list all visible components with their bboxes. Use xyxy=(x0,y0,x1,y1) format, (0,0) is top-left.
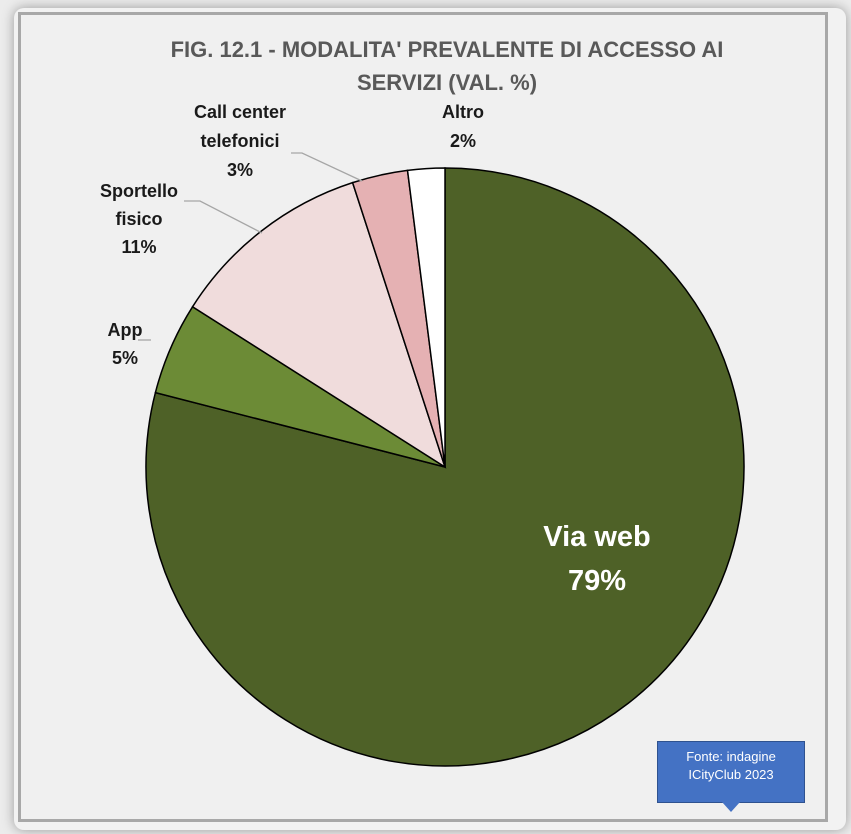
leader-line-sportello-fisico xyxy=(184,200,263,234)
source-line-2: ICityClub 2023 xyxy=(688,767,774,782)
pie-slice-altro xyxy=(406,167,446,468)
slice-label-sportello-fisico: Sportello fisico 11% xyxy=(100,181,178,257)
source-callout: Fonte: indagine ICityClub 2023 xyxy=(657,741,805,803)
slice-label-app: App 5% xyxy=(108,320,143,368)
slice-labels: Via web 79% App 5% Sportello fisico 11%Call ce… xyxy=(100,102,651,597)
pie-slice-via-web xyxy=(145,167,745,767)
source-callout-pointer xyxy=(722,802,740,812)
leader-lines xyxy=(138,152,363,341)
pie-slice-sportello-fisico xyxy=(191,181,447,469)
leader-line-call-center-telefonici xyxy=(291,152,363,182)
source-line-1: Fonte: indagine xyxy=(686,749,776,764)
slice-label-altro: Altro 2% xyxy=(442,102,484,151)
pie-slices xyxy=(145,167,745,767)
slice-label-call-center-telefonici: Call center telefonici 3% xyxy=(194,102,286,180)
chart-title-line-1: FIG. 12.1 - MODALITA' PREVALENTE DI ACCE… xyxy=(171,37,724,62)
chart-title-line-2: SERVIZI (VAL. %) xyxy=(357,70,537,95)
slice-label-via-web: Via web 79% xyxy=(543,521,650,597)
